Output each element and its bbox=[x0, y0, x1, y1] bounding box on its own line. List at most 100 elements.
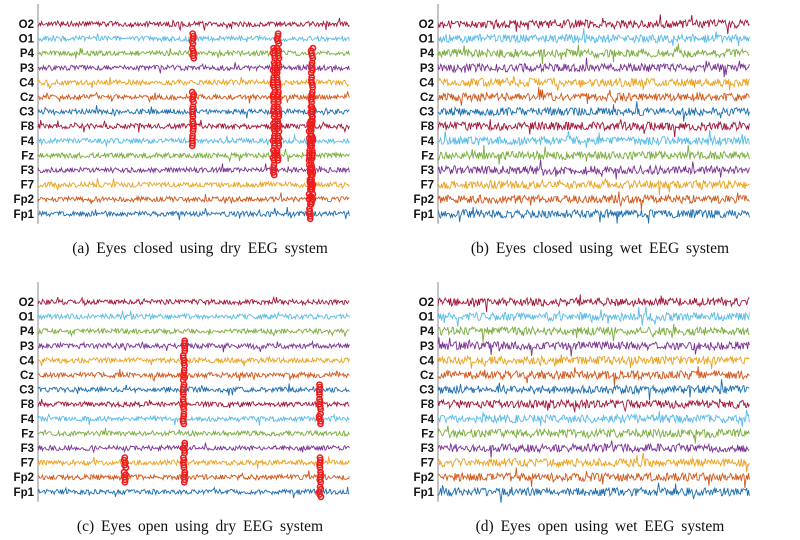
channel-label-p4: P4 bbox=[420, 326, 435, 338]
eeg-trace-fp1 bbox=[437, 206, 750, 224]
eeg-trace-c3 bbox=[37, 105, 350, 119]
channel-label-c4: C4 bbox=[419, 355, 434, 367]
channel-label-f4: F4 bbox=[421, 136, 435, 148]
channel-label-c4: C4 bbox=[19, 355, 34, 367]
artifact-marker bbox=[273, 66, 281, 74]
channel-label-f8: F8 bbox=[21, 399, 35, 411]
channel-label-fz: Fz bbox=[21, 150, 34, 162]
eeg-trace-f8 bbox=[37, 399, 350, 409]
channel-label-o2: O2 bbox=[419, 297, 434, 309]
eeg-trace-o1 bbox=[37, 33, 350, 43]
channel-label-o2: O2 bbox=[19, 297, 34, 309]
channel-label-cz: Cz bbox=[20, 92, 34, 104]
eeg-trace-fp2 bbox=[437, 191, 750, 210]
eeg-trace-c3 bbox=[437, 101, 750, 122]
channel-label-o2: O2 bbox=[19, 19, 34, 31]
channel-label-p3: P3 bbox=[420, 63, 434, 75]
artifact-marker bbox=[317, 417, 325, 425]
channel-label-o1: O1 bbox=[19, 34, 35, 46]
channel-label-fp1: Fp1 bbox=[414, 487, 435, 499]
artifact-marker bbox=[180, 420, 188, 428]
eeg-trace-fp2 bbox=[37, 192, 350, 205]
artifact-marker bbox=[306, 212, 314, 220]
artifact-marker bbox=[274, 81, 282, 89]
channel-label-fp1: Fp1 bbox=[14, 209, 35, 221]
eeg-trace-f3 bbox=[437, 440, 750, 458]
eeg-trace-fp2 bbox=[438, 467, 750, 489]
artifact-marker bbox=[274, 96, 282, 103]
artifact-marker bbox=[275, 110, 283, 118]
channel-label-fz: Fz bbox=[421, 428, 434, 440]
channel-label-p3: P3 bbox=[20, 63, 34, 75]
artifact-marker bbox=[180, 461, 188, 469]
artifact-marker bbox=[315, 388, 323, 396]
eeg-trace-cz bbox=[437, 366, 750, 386]
channel-label-f4: F4 bbox=[21, 414, 35, 426]
eeg-trace-fz bbox=[37, 427, 350, 438]
eeg-trace-o1 bbox=[37, 310, 350, 321]
artifact-marker bbox=[188, 142, 196, 150]
eeg-trace-f8 bbox=[437, 119, 750, 138]
artifact-marker bbox=[307, 183, 315, 191]
channel-label-p3: P3 bbox=[20, 341, 34, 353]
channel-label-o2: O2 bbox=[419, 19, 434, 31]
channel-label-f3: F3 bbox=[421, 443, 434, 455]
eeg-trace-f7 bbox=[437, 177, 750, 196]
eeg-trace-fp1 bbox=[38, 207, 350, 221]
eeg-trace-p4 bbox=[437, 323, 750, 343]
artifact-marker bbox=[275, 139, 283, 147]
eeg-trace-o2 bbox=[437, 14, 750, 35]
eeg-trace-fz bbox=[37, 148, 350, 163]
artifact-marker bbox=[121, 476, 129, 484]
eeg-trace-o2 bbox=[37, 295, 350, 307]
channel-label-cz: Cz bbox=[420, 92, 434, 104]
eeg-trace-p3 bbox=[437, 337, 750, 357]
eeg-trace-p3 bbox=[437, 57, 750, 78]
channel-label-o1: O1 bbox=[19, 312, 35, 324]
panel-a: O2 O1 P4 P3 C4 Cz C3 F8 F4 Fz F3 F7 Fp2 Fp1 (a) Eyes … bbox=[0, 0, 400, 270]
channel-label-o1: O1 bbox=[419, 34, 435, 46]
channel-label-p3: P3 bbox=[420, 341, 434, 353]
caption-d: (d) Eyes open using wet EEG system bbox=[475, 518, 725, 535]
channel-label-f8: F8 bbox=[21, 121, 35, 133]
eeg-trace-p4 bbox=[37, 327, 350, 338]
eeg-trace-f7 bbox=[37, 456, 350, 469]
eeg-plot-a: O2 O1 P4 P3 C4 Cz C3 F8 F4 Fz F3 F7 Fp2 Fp1 bbox=[14, 4, 350, 224]
eeg-trace-p4 bbox=[437, 43, 750, 65]
eeg-trace-f8 bbox=[437, 398, 750, 413]
panel-b: O2 O1 P4 P3 C4 Cz C3 F8 F4 Fz F3 F7 Fp2 Fp1 (b) Eyes … bbox=[400, 0, 800, 270]
channel-label-c4: C4 bbox=[419, 77, 434, 89]
artifact-marker bbox=[306, 139, 314, 147]
channel-label-p4: P4 bbox=[20, 326, 35, 338]
eeg-trace-f7 bbox=[37, 178, 350, 191]
channel-label-f3: F3 bbox=[21, 443, 34, 455]
eeg-trace-fz bbox=[437, 144, 750, 165]
eeg-trace-o2 bbox=[437, 294, 750, 313]
eeg-trace-fp1 bbox=[37, 486, 350, 499]
channel-label-fp1: Fp1 bbox=[414, 209, 435, 221]
channel-label-f4: F4 bbox=[421, 414, 435, 426]
artifact-marker bbox=[181, 344, 189, 352]
eeg-trace-f4 bbox=[437, 409, 750, 428]
eeg-trace-o1 bbox=[437, 28, 750, 46]
channel-label-cz: Cz bbox=[20, 370, 34, 382]
eeg-trace-fp2 bbox=[37, 470, 350, 482]
channel-label-f7: F7 bbox=[421, 458, 434, 470]
channel-label-c3: C3 bbox=[19, 107, 34, 119]
channel-label-f3: F3 bbox=[421, 165, 434, 177]
artifact-marker bbox=[306, 215, 314, 223]
eeg-trace-p4 bbox=[37, 46, 350, 59]
channel-label-fp1: Fp1 bbox=[14, 487, 35, 499]
channel-label-f8: F8 bbox=[421, 121, 435, 133]
channel-label-f4: F4 bbox=[21, 136, 35, 148]
eeg-trace-fz bbox=[437, 425, 750, 444]
eeg-plot-b: O2 O1 P4 P3 C4 Cz C3 F8 F4 Fz F3 F7 Fp2 Fp1 bbox=[414, 4, 750, 224]
channel-label-fp2: Fp2 bbox=[414, 194, 434, 206]
channel-label-p4: P4 bbox=[20, 48, 35, 60]
eeg-trace-c3 bbox=[437, 379, 750, 401]
channel-label-f3: F3 bbox=[21, 165, 34, 177]
channel-label-c4: C4 bbox=[19, 77, 34, 89]
eeg-trace-cz bbox=[37, 368, 350, 382]
artifact-marker bbox=[181, 447, 189, 454]
panel-d: O2 O1 P4 P3 C4 Cz C3 F8 F4 Fz F3 F7 Fp2 Fp1 (d) Eyes … bbox=[400, 278, 800, 540]
